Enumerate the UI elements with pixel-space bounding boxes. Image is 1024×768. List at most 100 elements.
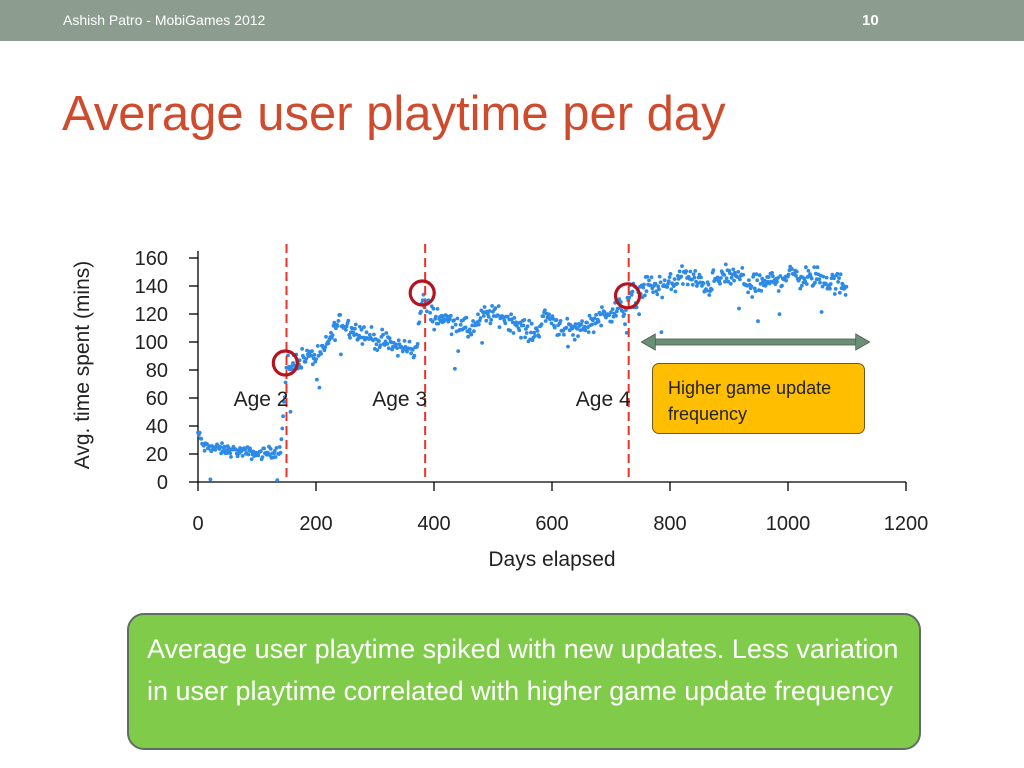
x-tick-label: 800 (653, 513, 686, 535)
data-point (803, 279, 807, 283)
data-point (512, 316, 517, 320)
data-point (273, 455, 278, 459)
data-point (532, 330, 537, 335)
data-point (552, 325, 557, 330)
data-point (592, 316, 597, 321)
data-point (282, 399, 286, 404)
data-point (591, 330, 596, 335)
data-point (812, 265, 817, 269)
data-point (707, 293, 712, 297)
data-point (344, 328, 348, 332)
data-point (679, 274, 684, 279)
data-point (436, 321, 441, 326)
update-frequency-callout: Higher game update frequency (652, 363, 865, 434)
data-point (596, 319, 601, 324)
data-point (657, 274, 662, 279)
data-point (610, 307, 615, 311)
page-number: 10 (862, 12, 879, 29)
age-label: Age 3 (372, 388, 427, 411)
data-point (647, 278, 651, 283)
data-point (837, 276, 841, 280)
data-point (323, 345, 328, 350)
data-point (594, 313, 598, 317)
data-point (449, 332, 454, 337)
data-point (614, 313, 618, 318)
data-point (385, 342, 390, 346)
data-point (456, 349, 461, 353)
data-point (224, 448, 229, 453)
data-point (228, 451, 233, 456)
data-point (336, 319, 341, 323)
data-point (600, 305, 604, 309)
data-point (455, 316, 460, 321)
data-point (711, 268, 716, 272)
slide-title: Average user playtime per day (62, 87, 726, 141)
data-point (648, 283, 653, 288)
data-point (519, 335, 523, 340)
data-point (692, 275, 697, 280)
data-point (541, 314, 546, 319)
data-point (775, 279, 779, 284)
data-point (837, 290, 842, 295)
data-point (497, 325, 502, 329)
data-point (315, 344, 320, 348)
data-point (740, 266, 745, 270)
data-point (467, 327, 472, 332)
data-point (604, 315, 608, 320)
data-point (630, 289, 635, 294)
data-point (572, 337, 577, 342)
data-point (274, 446, 279, 450)
data-point (524, 327, 528, 331)
data-point (609, 310, 613, 315)
data-point (428, 310, 432, 315)
data-point (804, 282, 809, 286)
data-point (517, 328, 522, 333)
data-point (835, 271, 840, 276)
data-point (747, 278, 751, 283)
data-point (486, 315, 491, 319)
data-point (706, 282, 711, 287)
data-point (750, 295, 755, 299)
data-point (238, 446, 243, 450)
data-point (300, 347, 304, 351)
data-point (821, 274, 826, 279)
data-point (564, 325, 569, 330)
data-point (656, 284, 660, 289)
data-point (583, 328, 588, 333)
data-point (718, 281, 722, 286)
data-point (844, 284, 849, 289)
data-point (430, 319, 435, 324)
y-tick-label: 120 (135, 304, 168, 326)
author-label: Ashish Patro - MobiGames 2012 (63, 12, 266, 28)
data-point (377, 339, 381, 344)
data-point (283, 380, 288, 385)
data-point (627, 295, 632, 300)
data-point (731, 267, 736, 272)
data-point (488, 321, 493, 326)
data-point (369, 325, 374, 329)
data-point (240, 454, 245, 458)
data-point (599, 323, 603, 328)
data-point (222, 444, 227, 449)
data-point (484, 318, 489, 323)
data-point (585, 320, 589, 325)
data-point (439, 313, 444, 318)
data-point (543, 308, 547, 313)
data-point (794, 269, 799, 274)
data-point (726, 279, 731, 284)
data-point (288, 409, 293, 414)
data-point (511, 331, 516, 335)
highlight-circle (408, 279, 436, 307)
data-point (197, 430, 202, 435)
data-point (358, 324, 362, 329)
data-point (684, 269, 689, 273)
data-point (434, 314, 438, 319)
data-point (508, 328, 513, 333)
data-point (746, 290, 750, 295)
data-point (562, 332, 566, 337)
data-point (309, 353, 314, 358)
data-point (758, 282, 763, 286)
data-point (527, 318, 532, 323)
data-point (258, 449, 263, 454)
y-tick-label: 100 (135, 332, 168, 354)
